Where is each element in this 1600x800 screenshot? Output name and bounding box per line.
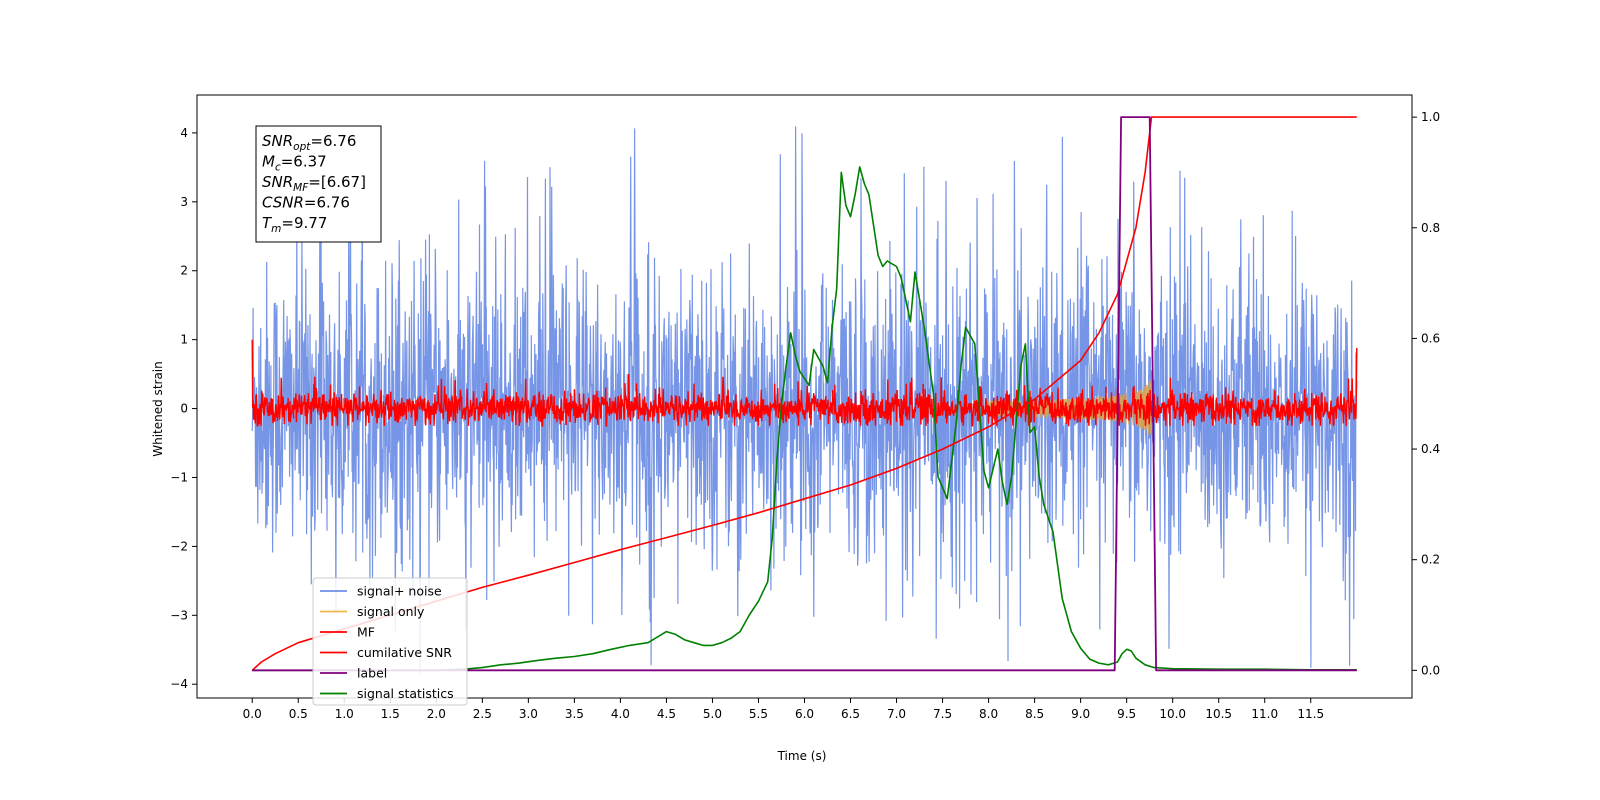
- y-tick-label: 0: [180, 402, 188, 416]
- y-tick-label: 3: [180, 195, 188, 209]
- series-mf: [251, 339, 1358, 427]
- x-tick-label: 10.5: [1205, 707, 1232, 721]
- x-tick-label: 11.0: [1251, 707, 1278, 721]
- legend: signal+ noise signal only MF cumilative SNR…: [312, 577, 468, 706]
- legend-label-signal-only: signal only: [357, 604, 425, 619]
- annotation-line: Mc=6.37: [262, 153, 327, 174]
- annotation-line: SNRMF=[6.67]: [262, 173, 366, 194]
- y-right-tick-label: 0.2: [1421, 553, 1440, 567]
- y-tick-label: −2: [170, 539, 188, 553]
- x-tick-label: 10.0: [1159, 707, 1186, 721]
- annotation-line: SNRopt=6.76: [262, 132, 356, 153]
- y-tick-label: 4: [180, 126, 188, 140]
- annotation-frame: [255, 125, 382, 243]
- x-tick-label: 6.0: [795, 707, 814, 721]
- legend-label-mf: MF: [357, 625, 375, 640]
- x-tick-label: 5.0: [703, 707, 722, 721]
- y-right-tick-label: 1.0: [1421, 110, 1440, 124]
- y-axis-label: Whitened strain: [151, 361, 165, 457]
- x-tick-label: 9.5: [1117, 707, 1136, 721]
- x-tick-label: 11.5: [1297, 707, 1324, 721]
- y-right-tick-label: 0.4: [1421, 442, 1440, 456]
- x-tick-label: 1.5: [381, 707, 400, 721]
- y-right-tick-label: 0.8: [1421, 221, 1440, 235]
- x-tick-label: 0.5: [289, 707, 308, 721]
- x-tick-label: 9.0: [1071, 707, 1090, 721]
- y-tick-label: −3: [170, 608, 188, 622]
- y-right-tick-label: 0.0: [1421, 663, 1440, 677]
- x-axis-label: Time (s): [777, 749, 827, 763]
- x-tick-label: 2.5: [473, 707, 492, 721]
- legend-label-label: label: [357, 666, 387, 681]
- series-label: [252, 116, 1357, 672]
- x-tick-label: 0.0: [243, 707, 262, 721]
- series-signal-statistics: [252, 166, 1357, 672]
- annotation-line: CSNR=6.76: [262, 194, 350, 212]
- x-tick-label: 5.5: [749, 707, 768, 721]
- x-tick-label: 6.5: [841, 707, 860, 721]
- x-tick-label: 3.0: [519, 707, 538, 721]
- legend-frame: [312, 577, 468, 706]
- legend-label-cumilative-snr: cumilative SNR: [357, 645, 452, 660]
- x-tick-label: 4.5: [657, 707, 676, 721]
- x-tick-label: 3.5: [565, 707, 584, 721]
- y-tick-label: −1: [170, 470, 188, 484]
- y-tick-label: −4: [170, 677, 188, 691]
- x-tick-label: 7.0: [887, 707, 906, 721]
- x-tick-label: 8.0: [979, 707, 998, 721]
- legend-label-signal-statistics: signal statistics: [357, 686, 454, 701]
- y-tick-label: 2: [180, 264, 188, 278]
- y-tick-label: 1: [180, 333, 188, 347]
- x-tick-label: 2.0: [427, 707, 446, 721]
- annotation-line: Tm=9.77: [262, 214, 327, 235]
- x-tick-label: 1.0: [335, 707, 354, 721]
- x-tick-label: 4.0: [611, 707, 630, 721]
- axes-layer: 0.0 0.5 1.0 1.5 2.0 2.5 3.0 3.5 4.0 4.5 5.0 5.5 6.0 6…: [170, 94, 1440, 721]
- y-right-tick-label: 0.6: [1421, 331, 1440, 345]
- x-tick-label: 7.5: [933, 707, 952, 721]
- legend-label-signal-noise: signal+ noise: [357, 584, 442, 599]
- x-tick-label: 8.5: [1025, 707, 1044, 721]
